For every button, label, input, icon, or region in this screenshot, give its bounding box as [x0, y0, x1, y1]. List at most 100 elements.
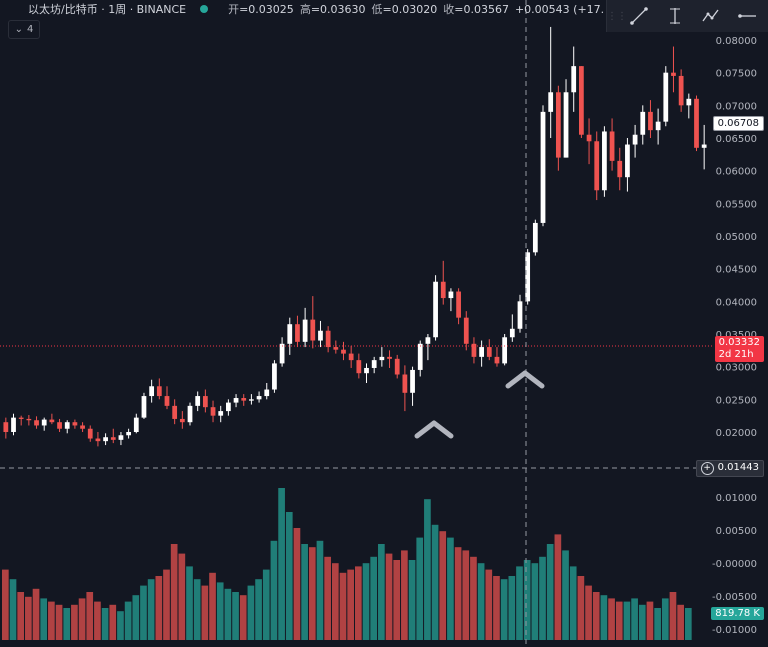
volume-bar	[631, 598, 638, 640]
volume-bar	[661, 598, 669, 640]
price-tick-label: 0.07500	[716, 69, 757, 80]
volume-bar	[170, 544, 178, 640]
candle-body	[256, 396, 262, 400]
low-label: 低	[371, 3, 383, 16]
symbol-header: 以太坊/比特币 · 1周 · BINANCE 开 =0.03025 高 =0.036…	[0, 0, 610, 18]
volume-tick-label: -0.01000	[712, 625, 757, 636]
candle-body	[126, 432, 131, 436]
volume-bar	[78, 598, 86, 640]
candle-body	[609, 131, 615, 161]
vertical-line-icon[interactable]	[657, 0, 693, 32]
plus-icon[interactable]: +	[700, 462, 714, 475]
volume-bar	[370, 556, 378, 640]
candle-body	[632, 134, 638, 145]
high-value: =0.03630	[310, 2, 366, 16]
volume-bar	[523, 560, 531, 640]
change-value: +0.00543 (+17.	[514, 2, 605, 16]
volume-bar	[408, 560, 416, 640]
volume-bar	[477, 563, 485, 640]
candle-body	[479, 347, 484, 357]
candle-body	[602, 131, 607, 191]
volume-bar	[393, 560, 401, 640]
candle-body	[333, 347, 339, 350]
price-tick-label: 0.06500	[716, 134, 757, 145]
candle-body	[80, 425, 85, 429]
candle-body	[671, 72, 676, 76]
volume-bar	[669, 592, 677, 640]
path-icon[interactable]	[693, 0, 729, 32]
volume-bar	[562, 550, 569, 640]
price-tick-label: 0.02000	[716, 428, 757, 439]
candle-body	[532, 222, 538, 253]
candle-body	[555, 92, 561, 158]
volume-bar	[232, 592, 239, 640]
candle-body	[287, 324, 293, 344]
volume-bar	[378, 544, 385, 640]
candle-body	[156, 386, 162, 397]
horizontal-ray-icon[interactable]	[729, 0, 765, 32]
candle-body	[456, 291, 461, 318]
volume-bar	[293, 528, 301, 640]
candle-body	[509, 328, 515, 338]
volume-bar	[32, 588, 40, 640]
price-tick-label: 0.02500	[716, 395, 757, 406]
candle-body	[64, 422, 70, 429]
volume-bar	[638, 604, 646, 640]
volume-bar	[439, 531, 447, 640]
candle-body	[241, 398, 247, 401]
volume-bar	[554, 534, 562, 640]
volume-bar	[355, 566, 362, 640]
volume-bar	[186, 566, 193, 640]
candle-body	[133, 417, 139, 432]
volume-bar	[654, 608, 661, 640]
candle-body	[701, 144, 707, 148]
candle-body	[648, 111, 653, 131]
volume-bar	[608, 598, 615, 640]
volume-bar	[178, 553, 186, 640]
candle-body	[49, 419, 55, 423]
volume-tick-label: -0.00500	[712, 592, 757, 603]
volume-bar	[101, 608, 109, 640]
price-tick-label: 0.05500	[716, 199, 757, 210]
volume-bar	[316, 540, 324, 640]
candle-body	[463, 317, 469, 344]
volume-bar	[485, 569, 493, 640]
candle-body	[179, 418, 185, 423]
candle-body	[410, 369, 415, 393]
volume-bar	[17, 592, 25, 640]
candle-body	[663, 72, 669, 122]
symbol-title[interactable]: 以太坊/比特币 · 1周 · BINANCE	[28, 3, 187, 16]
candle-body	[640, 111, 646, 135]
candle-body	[57, 422, 62, 429]
volume-bar	[285, 512, 293, 640]
volume-bar	[424, 499, 431, 640]
drawing-toolbar: ⋮⋮	[606, 0, 768, 32]
indicator-collapse-button[interactable]: ⌄ 4	[8, 20, 40, 39]
candle-body	[586, 134, 592, 142]
volume-bar	[447, 537, 454, 640]
drag-handle-icon[interactable]: ⋮⋮	[607, 10, 627, 22]
candle-body	[486, 347, 492, 357]
candle-body	[686, 98, 692, 106]
crosshair-price-label[interactable]: +0.01443	[695, 460, 764, 477]
candle-body	[517, 301, 523, 329]
volume-bar	[55, 604, 63, 640]
volume-bar	[262, 569, 270, 640]
volume-bar	[94, 601, 101, 640]
trend-line-icon[interactable]	[621, 0, 657, 32]
volume-bar	[416, 537, 424, 640]
candle-body	[402, 374, 408, 393]
price-tick-label: 0.04500	[716, 265, 757, 276]
volume-tick-label: 0.00500	[716, 526, 757, 537]
candle-body	[141, 396, 147, 418]
volume-bar	[40, 598, 48, 640]
candle-body	[563, 92, 569, 158]
candle-body	[302, 319, 308, 342]
close-value: =0.03567	[454, 2, 509, 16]
chevron-down-icon: ⌄	[14, 24, 23, 35]
volume-bar	[600, 595, 608, 640]
last-price-label: 0.06708	[712, 116, 764, 131]
candle-body	[164, 396, 170, 406]
candle-body	[394, 358, 400, 375]
